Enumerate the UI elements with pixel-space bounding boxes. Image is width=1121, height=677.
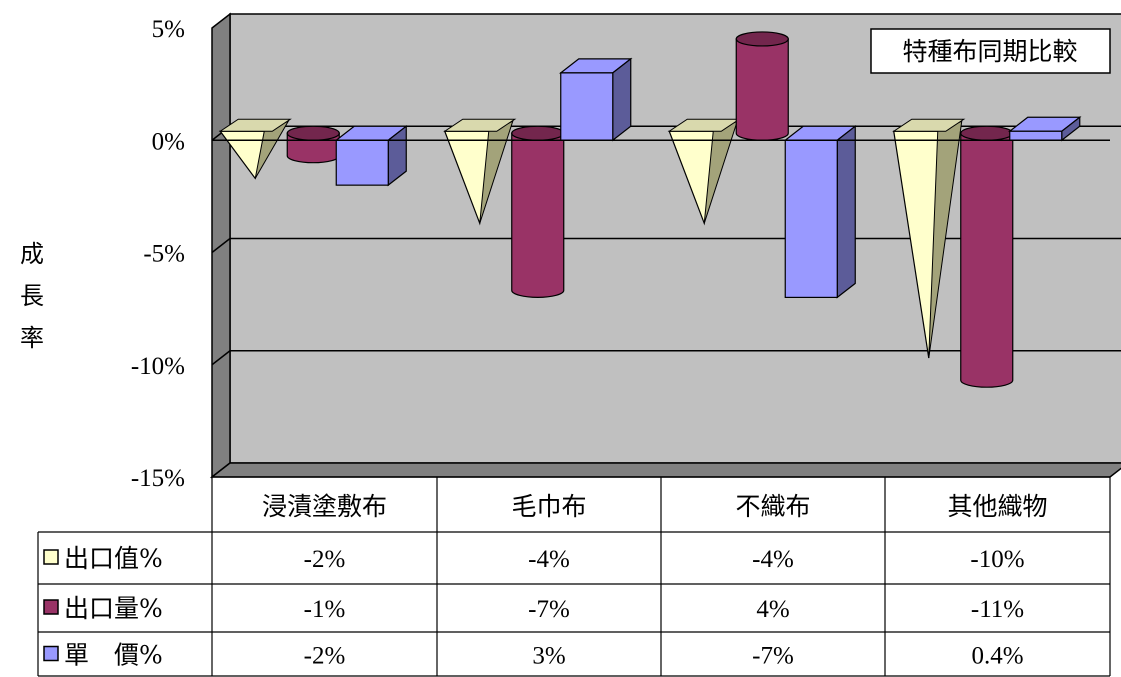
cylinder-cap — [511, 125, 565, 141]
bars — [212, 31, 1110, 388]
bar-front-face — [335, 139, 389, 186]
y-axis: 5% 0% -5% -10% -15% — [131, 16, 185, 492]
bar-side-face — [612, 57, 632, 142]
data-value: -2% — [304, 546, 346, 573]
cylinder-cap — [735, 31, 789, 47]
bar-cylinder-1 — [511, 125, 565, 298]
data-value: -2% — [304, 643, 346, 670]
data-value: 3% — [532, 643, 565, 670]
bar-side-face — [836, 125, 856, 299]
bar-cone-2 — [667, 118, 741, 226]
title-box: 特種布同期比較 — [870, 28, 1111, 74]
cylinder-cap — [286, 125, 340, 141]
data-value: -10% — [970, 546, 1024, 573]
gridline-side — [211, 237, 231, 254]
category-label: 浸漬塗敷布 — [262, 492, 387, 521]
title-frame — [870, 28, 1111, 74]
data-value: -7% — [752, 643, 794, 670]
cylinder-body — [960, 132, 1014, 388]
y-axis-label: 成長率 — [20, 240, 44, 352]
data-value: -7% — [528, 596, 570, 623]
cone-base — [892, 118, 966, 132]
bar-cylinder-0 — [286, 125, 340, 164]
bar-front-face — [784, 139, 838, 298]
y-tick-label: 0% — [152, 128, 185, 155]
y-axis-label-char: 成 — [20, 240, 44, 268]
y-tick-label: -15% — [131, 465, 185, 492]
category-label: 不織布 — [735, 492, 810, 521]
y-tick-label: -5% — [143, 241, 185, 268]
cylinder-body — [511, 132, 565, 298]
cone-base — [218, 118, 292, 132]
data-value: 0.4% — [971, 643, 1023, 670]
legend-swatch — [43, 645, 59, 662]
bar-cone-3 — [892, 118, 966, 359]
y-tick-label: -10% — [131, 353, 185, 380]
legend-swatch — [43, 549, 59, 565]
bar-box-0 — [334, 125, 408, 187]
legend-label: 出口值% — [64, 544, 163, 573]
category-label: 其他織物 — [947, 492, 1047, 521]
y-tick-label: 5% — [152, 16, 185, 43]
data-value: 4% — [756, 596, 789, 623]
bar-cone-0 — [218, 118, 292, 180]
floor — [209, 462, 1121, 478]
legend-swatch — [43, 599, 59, 615]
legend-label: 單 價% — [64, 641, 163, 670]
chart-title: 特種布同期比較 — [902, 37, 1077, 66]
y-axis-label-char: 率 — [20, 324, 44, 352]
legend-label: 出口量% — [64, 594, 163, 623]
bar-box-1 — [559, 57, 633, 142]
data-value: -4% — [528, 546, 570, 573]
gridline-side — [211, 350, 231, 366]
data-value: -11% — [971, 596, 1024, 623]
data-value: -1% — [304, 596, 346, 623]
category-label: 毛巾布 — [511, 492, 586, 521]
bar-cone-1 — [443, 118, 517, 226]
bar-cylinder-3 — [960, 125, 1014, 388]
y-axis-label-char: 長 — [20, 282, 44, 310]
bar-cylinder-2 — [735, 31, 789, 141]
cylinder-body — [735, 38, 789, 141]
cone-base — [443, 118, 517, 132]
bar-front-face — [1009, 130, 1063, 141]
bar-box-3 — [1008, 116, 1082, 142]
data-value: -4% — [752, 546, 794, 573]
cylinder-cap — [960, 125, 1014, 141]
bar-front-face — [560, 72, 614, 141]
bar-box-2 — [783, 125, 857, 299]
